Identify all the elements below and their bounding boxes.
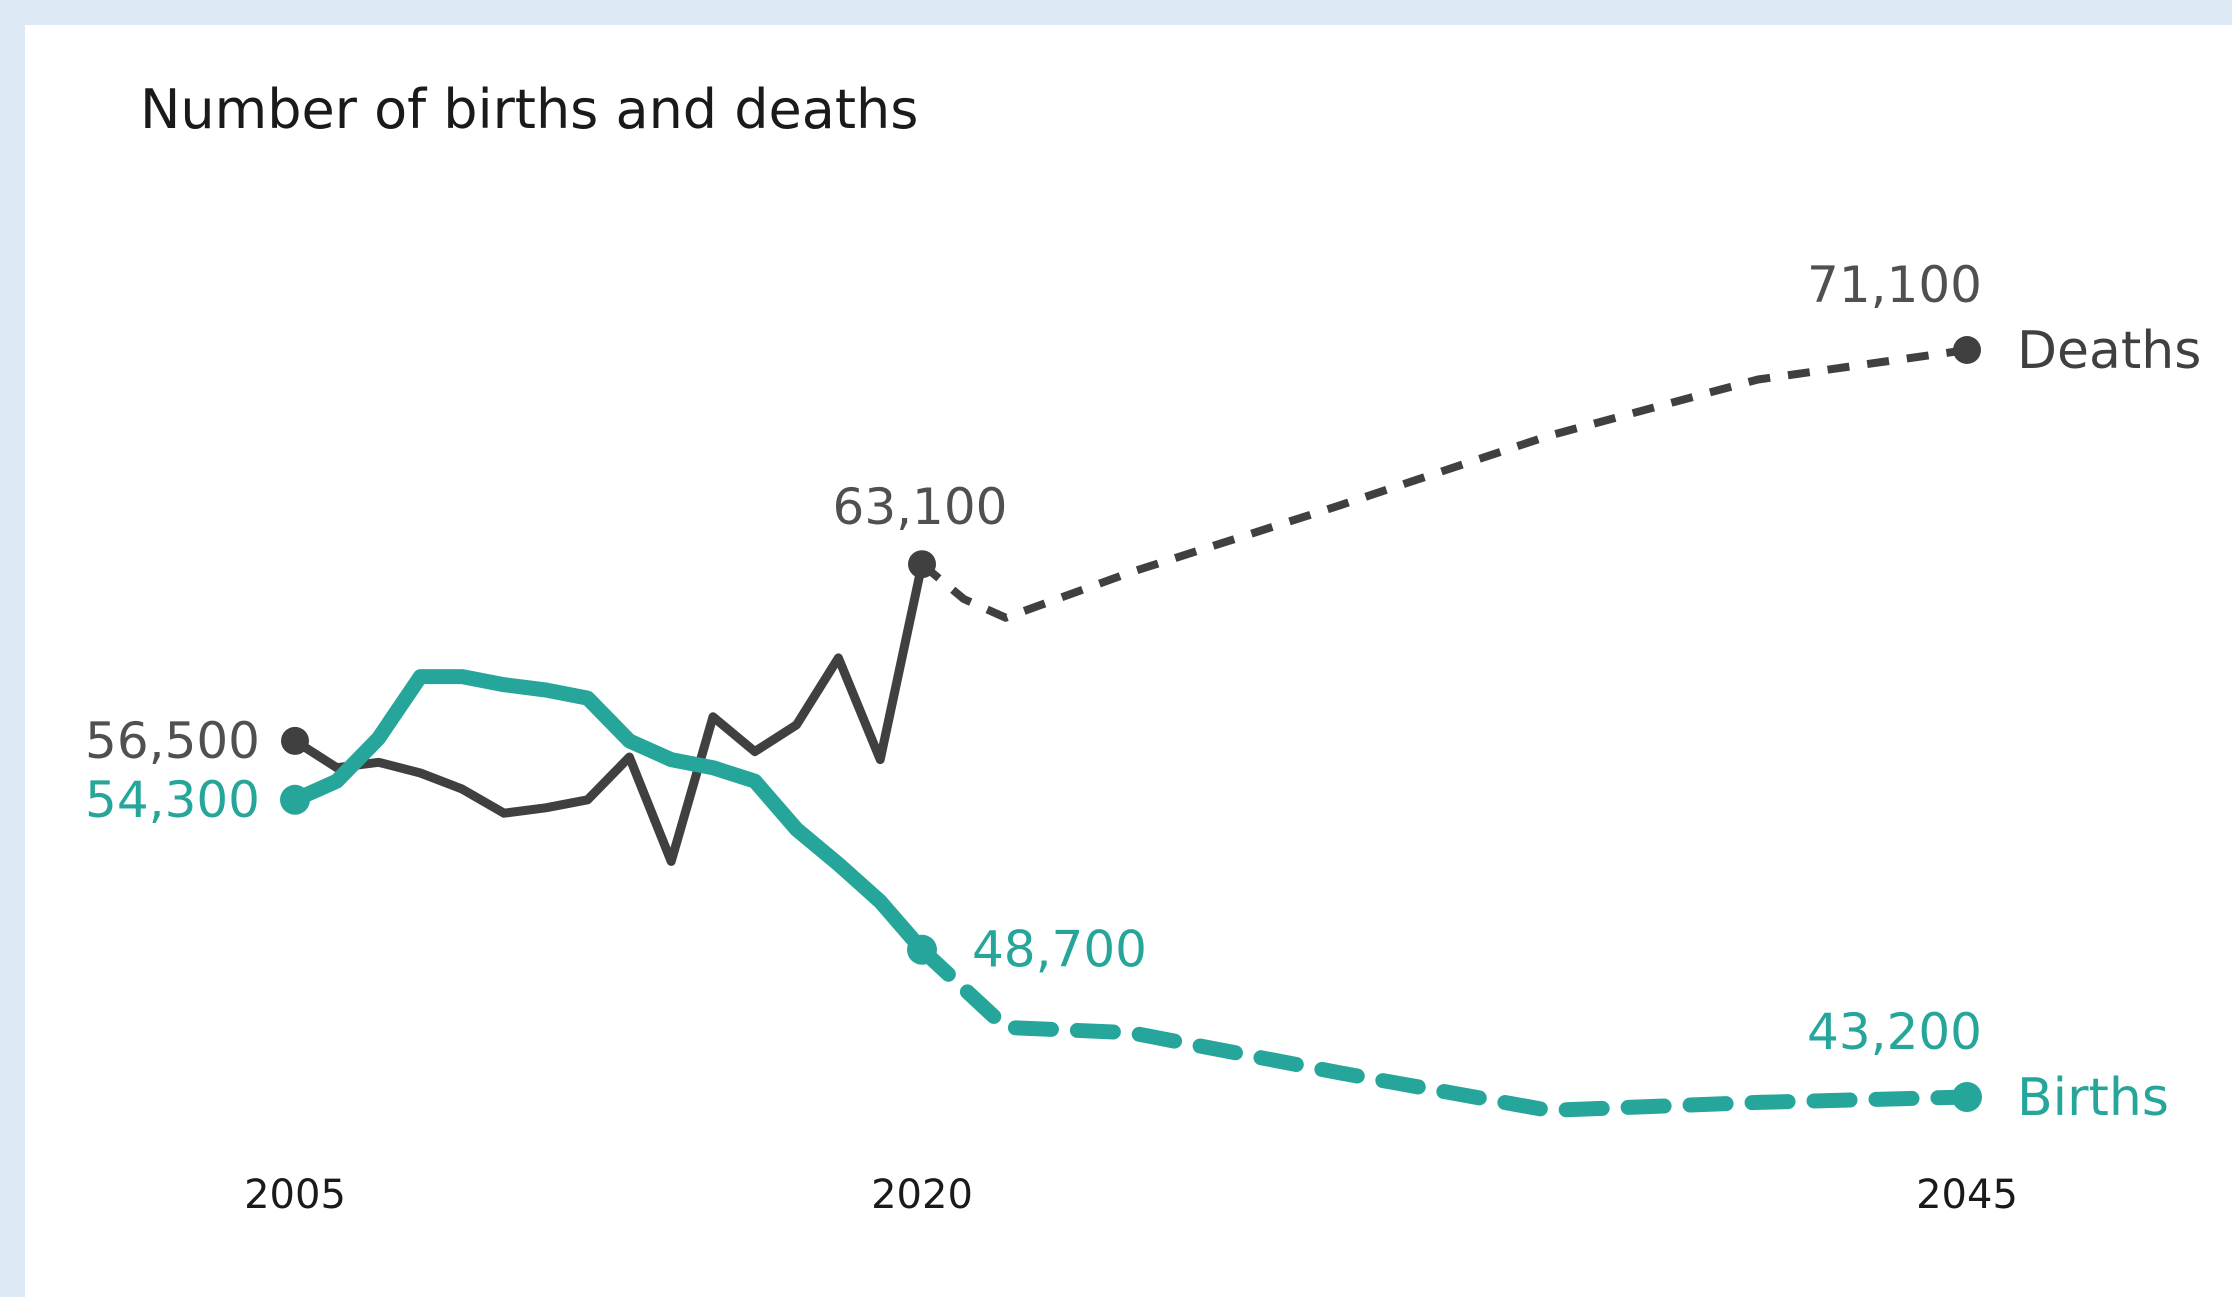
births-end-point (1952, 1082, 1982, 1112)
chart-card (25, 25, 2232, 1297)
series-lines (287, 346, 1975, 1118)
births-current-point (907, 934, 937, 965)
deaths-projected-line (919, 346, 1968, 622)
deaths-series-label: Deaths (2017, 321, 2201, 381)
x-tick-label: 2020 (871, 1172, 973, 1218)
births-value-label: 54,300 (85, 771, 260, 829)
deaths-end-point (1953, 336, 1981, 364)
deaths-value-label: 71,100 (1807, 256, 1982, 314)
deaths-start-point (281, 726, 309, 755)
births-value-label: 48,700 (972, 921, 1147, 979)
chart-title: Number of births and deaths (140, 78, 918, 141)
deaths-value-label: 56,500 (85, 712, 260, 770)
births-value-label: 43,200 (1807, 1003, 1982, 1061)
series-endpoints (280, 336, 1982, 1112)
deaths-actual-line (290, 559, 927, 866)
x-tick-label: 2045 (1916, 1172, 2018, 1218)
births-projected-line (914, 942, 1975, 1118)
deaths-current-point (908, 550, 936, 579)
x-axis-ticks: 2005 2020 2045 (244, 1172, 2018, 1218)
births-actual-line (287, 669, 930, 958)
deaths-value-label: 63,100 (833, 478, 1008, 536)
births-series-label: Births (2017, 1068, 2169, 1128)
value-labels: 56,500 63,100 71,100 Deaths 54,300 48,700 43,2… (85, 256, 2201, 1128)
births-start-point (280, 784, 310, 815)
x-tick-label: 2005 (244, 1172, 346, 1218)
